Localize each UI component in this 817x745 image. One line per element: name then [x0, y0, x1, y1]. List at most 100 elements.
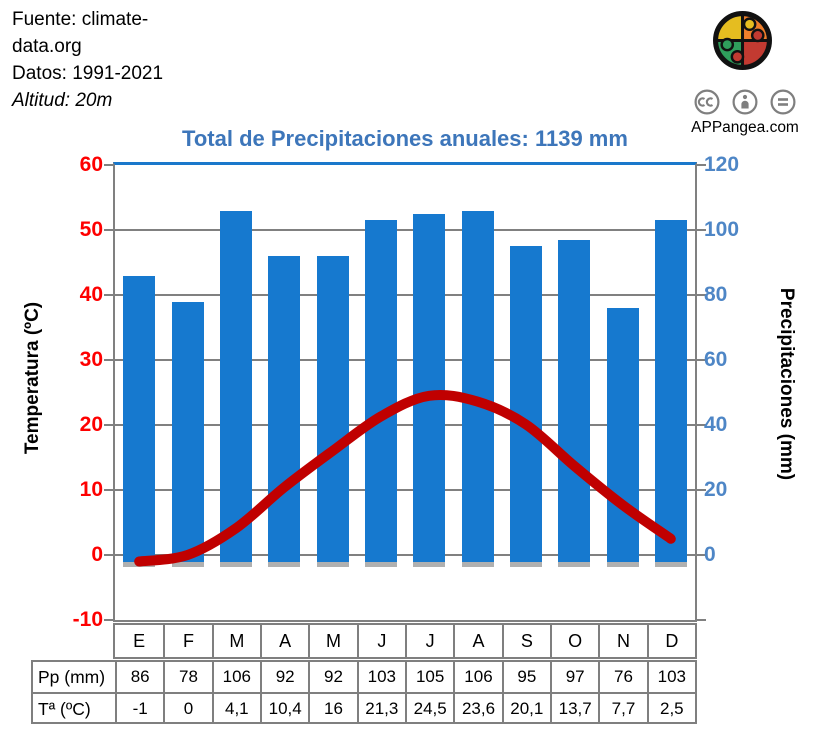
- plot-area-frame: [113, 162, 697, 622]
- temp-axis-tick: [104, 164, 114, 166]
- precip-tick-label: 40: [704, 413, 728, 436]
- cc-icon: [694, 89, 720, 115]
- climate-data-table: Pp (mm) 86 78 106 92 92 103 105 106 95 97 76 103 Tª (…: [31, 660, 697, 724]
- table-value-cell: 103: [646, 662, 695, 692]
- table-value-cell: 78: [163, 662, 211, 692]
- precip-bar-base: [509, 562, 542, 567]
- attribution-person-icon: [732, 89, 758, 115]
- temp-axis-tick: [104, 619, 114, 621]
- gridline: [115, 294, 695, 296]
- precip-bar: [268, 256, 301, 562]
- table-value-cell: 4,1: [211, 692, 260, 722]
- brand-url: APPangea.com: [691, 119, 799, 136]
- table-value-cell: 95: [501, 662, 550, 692]
- table-value-cell: -1: [115, 692, 164, 722]
- source-line-2: data.org: [12, 36, 82, 57]
- temp-axis-tick: [104, 359, 114, 361]
- month-cell: F: [163, 625, 211, 657]
- table-value-cell: 92: [308, 662, 356, 692]
- table-value-cell: 2,5: [646, 692, 695, 722]
- precip-bar: [316, 256, 349, 562]
- temp-tick-label: 30: [79, 348, 103, 371]
- altitude-line: Altitud: 20m: [12, 90, 113, 111]
- precip-tick-label: 0: [704, 543, 716, 566]
- gridline: [115, 554, 695, 556]
- precip-bar: [123, 275, 156, 562]
- precip-axis-tick: [696, 359, 706, 361]
- precip-bar-base: [219, 562, 252, 567]
- temp-tick-label: 10: [79, 478, 103, 501]
- puzzle-globe-icon: [713, 11, 772, 70]
- no-derivatives-equals-icon: [770, 89, 796, 115]
- table-value-cell: 106: [453, 662, 501, 692]
- table-value-cell: 16: [308, 692, 357, 722]
- precip-tick-label: 120: [704, 153, 740, 176]
- chart-title: Total de Precipitaciones anuales: 1139 m…: [182, 126, 628, 151]
- gridline: [115, 424, 695, 426]
- month-cell: N: [598, 625, 646, 657]
- precip-bar: [509, 246, 542, 563]
- table-value-cell: 86: [115, 662, 163, 692]
- temp-axis-tick: [104, 294, 114, 296]
- temp-tick-label: -10: [72, 608, 103, 631]
- gridline: [115, 229, 695, 231]
- precip-tick-label: 20: [704, 478, 728, 501]
- precip-bar: [364, 220, 397, 563]
- precip-bar-base: [364, 562, 397, 567]
- table-value-cell: 0: [163, 692, 212, 722]
- month-cell: A: [259, 625, 308, 657]
- data-range-line: Datos: 1991-2021: [12, 63, 164, 84]
- precipitation-axis-title: Precipitaciones (mm): [776, 287, 797, 481]
- table-value-cell: 21,3: [356, 692, 405, 722]
- precip-bar: [461, 210, 494, 562]
- month-cell: M: [308, 625, 356, 657]
- temp-axis-tick: [104, 489, 114, 491]
- precip-bar-base: [413, 562, 446, 567]
- table-row-header: Pp (mm): [38, 667, 106, 687]
- table-value-cell: 76: [598, 662, 646, 692]
- table-value-cell: 103: [356, 662, 405, 692]
- month-cell: M: [211, 625, 260, 657]
- precip-bar: [606, 308, 639, 562]
- precip-bar: [654, 220, 687, 563]
- temp-tick-label: 50: [79, 218, 103, 241]
- precip-axis-tick: [696, 619, 706, 621]
- precip-bar-base: [268, 562, 301, 567]
- precip-axis-tick: [696, 489, 706, 491]
- precip-bar-base: [558, 562, 591, 567]
- table-value-cell: 105: [404, 662, 453, 692]
- precip-bar-base: [654, 562, 687, 567]
- table-value-cell: 24,5: [404, 692, 454, 722]
- precip-axis-tick: [696, 229, 706, 231]
- attribution-block: Fuente: climate- data.org Datos: 1991-20…: [12, 6, 163, 114]
- precip-bar: [219, 210, 252, 562]
- temp-tick-label: 60: [79, 153, 103, 176]
- month-cell: O: [549, 625, 598, 657]
- table-value-cell: 7,7: [598, 692, 647, 722]
- table-value-cell: 97: [549, 662, 598, 692]
- table-row-header: Tª (ºC): [33, 692, 115, 722]
- month-cell: S: [501, 625, 550, 657]
- table-value-cell: 92: [259, 662, 308, 692]
- precip-axis-tick: [696, 294, 706, 296]
- month-cell: J: [404, 625, 453, 657]
- precip-axis-tick: [696, 424, 706, 426]
- month-cell: E: [133, 631, 146, 651]
- cc-license-icons: [694, 89, 796, 115]
- precip-tick-label: 80: [704, 283, 728, 306]
- precip-tick-label: 100: [704, 218, 740, 241]
- precip-axis-tick: [696, 164, 706, 166]
- precip-bar: [558, 239, 591, 563]
- month-cell: D: [646, 625, 695, 657]
- month-cell: J: [356, 625, 405, 657]
- month-cell: A: [453, 625, 501, 657]
- temp-axis-tick: [104, 554, 114, 556]
- precip-bar-base: [171, 562, 204, 567]
- table-value-cell: 106: [211, 662, 260, 692]
- temp-tick-label: 0: [91, 543, 103, 566]
- temp-axis-tick: [104, 424, 114, 426]
- precip-bar: [413, 213, 446, 563]
- precip-bar-base: [461, 562, 494, 567]
- table-value-cell: 20,1: [501, 692, 550, 722]
